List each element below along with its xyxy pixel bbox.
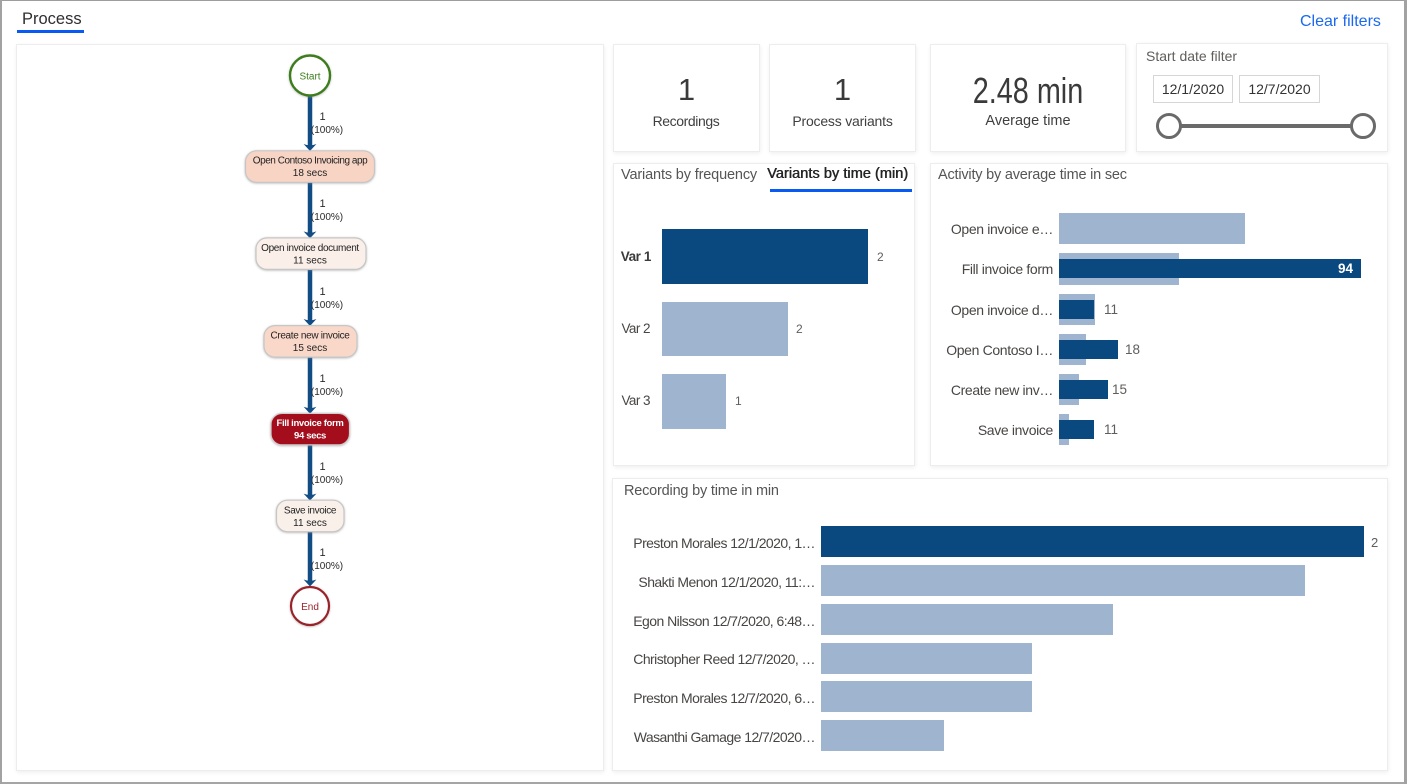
svg-text:Create new invoice: Create new invoice [270, 331, 350, 342]
svg-text:94 secs: 94 secs [294, 431, 326, 442]
svg-text:Fill invoice form: Fill invoice form [277, 418, 344, 429]
svg-text:Open invoice document: Open invoice document [261, 243, 359, 254]
svg-text:1: 1 [319, 111, 325, 123]
svg-text:Save invoice: Save invoice [284, 506, 337, 517]
svg-text:Open Contoso Invoicing app: Open Contoso Invoicing app [253, 156, 368, 167]
svg-text:11 secs: 11 secs [293, 518, 327, 529]
svg-text:1: 1 [319, 461, 325, 473]
svg-text:End: End [301, 602, 319, 613]
svg-text:(100%): (100%) [311, 561, 343, 572]
svg-text:(100%): (100%) [311, 125, 343, 136]
svg-text:(100%): (100%) [311, 387, 343, 398]
svg-text:1: 1 [319, 198, 325, 210]
svg-text:18 secs: 18 secs [293, 168, 327, 179]
svg-text:(100%): (100%) [311, 212, 343, 223]
svg-text:1: 1 [319, 547, 325, 559]
svg-text:1: 1 [319, 286, 325, 298]
svg-text:11 secs: 11 secs [293, 256, 327, 267]
svg-text:1: 1 [319, 373, 325, 385]
svg-text:(100%): (100%) [311, 300, 343, 311]
svg-text:15 secs: 15 secs [293, 343, 327, 354]
svg-text:(100%): (100%) [311, 475, 343, 486]
svg-text:Start: Start [299, 72, 320, 83]
